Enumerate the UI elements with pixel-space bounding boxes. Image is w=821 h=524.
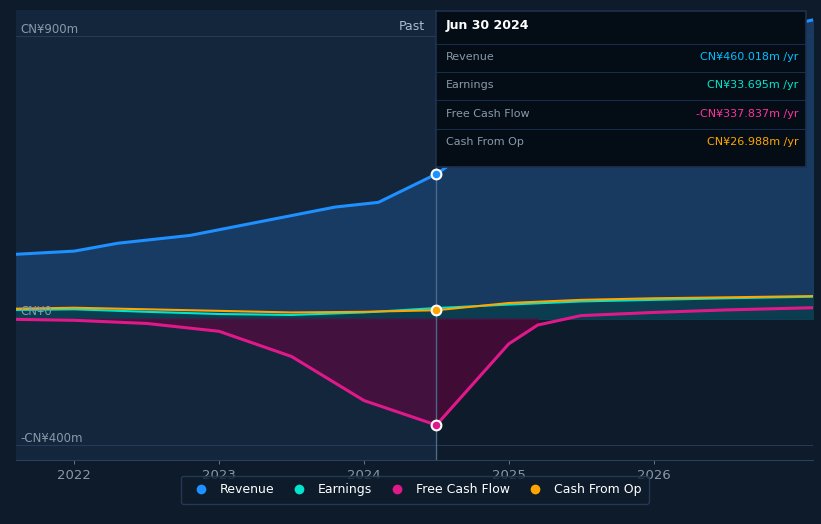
- FancyBboxPatch shape: [436, 12, 806, 167]
- Text: CN¥900m: CN¥900m: [21, 23, 79, 36]
- Text: Cash From Op: Cash From Op: [446, 137, 524, 147]
- Text: CN¥33.695m /yr: CN¥33.695m /yr: [707, 80, 799, 90]
- Text: CN¥26.988m /yr: CN¥26.988m /yr: [707, 137, 799, 147]
- Text: Revenue: Revenue: [446, 52, 494, 62]
- Bar: [436, 10, 813, 460]
- Text: -CN¥400m: -CN¥400m: [21, 432, 83, 444]
- Legend: Revenue, Earnings, Free Cash Flow, Cash From Op: Revenue, Earnings, Free Cash Flow, Cash …: [181, 475, 649, 504]
- Bar: [16, 10, 436, 460]
- Text: Jun 30 2024: Jun 30 2024: [446, 19, 530, 32]
- Text: Past: Past: [399, 20, 424, 33]
- Text: Earnings: Earnings: [446, 80, 494, 90]
- Text: Free Cash Flow: Free Cash Flow: [446, 108, 530, 118]
- Text: CN¥0: CN¥0: [21, 305, 53, 318]
- Text: -CN¥337.837m /yr: -CN¥337.837m /yr: [696, 108, 799, 118]
- Text: CN¥460.018m /yr: CN¥460.018m /yr: [700, 52, 799, 62]
- Text: Analysts Forecasts: Analysts Forecasts: [448, 20, 564, 33]
